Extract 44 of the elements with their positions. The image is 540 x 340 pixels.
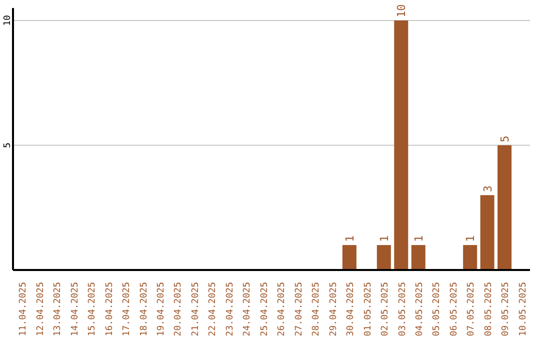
x-tick-label: 24.04.2025	[242, 282, 253, 336]
x-tick-label: 26.04.2025	[277, 282, 288, 336]
data-label: 1	[412, 235, 426, 242]
bar	[411, 245, 426, 270]
x-tick-label: 16.04.2025	[104, 282, 115, 336]
x-tick-label: 08.05.2025	[484, 282, 494, 336]
x-tick-label: 01.05.2025	[363, 282, 374, 336]
x-tick-label: 10.05.2025	[518, 282, 528, 336]
x-tick-label: 14.04.2025	[70, 282, 80, 336]
x-tick-label: 05.05.2025	[432, 282, 442, 336]
bar	[394, 20, 408, 270]
x-tick-label: 21.04.2025	[190, 282, 201, 336]
x-tick-label: 17.04.2025	[122, 282, 132, 336]
data-label: 10	[395, 4, 408, 18]
data-label: 1	[343, 235, 356, 242]
x-tick-label: 20.04.2025	[174, 282, 184, 336]
x-tick-label: 28.04.2025	[312, 282, 322, 336]
data-label: 5	[498, 136, 512, 142]
x-tick-label: 06.05.2025	[449, 282, 460, 336]
x-tick-label: 09.05.2025	[501, 282, 512, 336]
x-tick-label: 03.05.2025	[398, 282, 408, 336]
data-label: 1	[378, 235, 391, 242]
x-tick-label: 11.04.2025	[18, 282, 29, 336]
data-label: 1	[464, 235, 478, 242]
data-label: 3	[481, 186, 494, 192]
bar	[463, 245, 478, 270]
bar	[376, 245, 391, 270]
x-tick-label: 18.04.2025	[139, 282, 150, 336]
x-tick-label: 07.05.2025	[466, 282, 477, 336]
x-tick-label: 12.04.2025	[36, 282, 46, 336]
x-tick-label: 15.04.2025	[88, 282, 98, 336]
bar	[480, 195, 494, 270]
x-tick-label: 04.05.2025	[414, 282, 425, 336]
x-tick-label: 30.04.2025	[346, 282, 356, 336]
bar	[498, 145, 512, 270]
x-tick-label: 25.04.2025	[260, 282, 270, 336]
x-tick-label: 29.04.2025	[328, 282, 339, 336]
x-tick-label: 23.04.2025	[225, 282, 236, 336]
x-tick-label: 27.04.2025	[294, 282, 304, 336]
x-tick-label: 22.04.2025	[208, 282, 218, 336]
x-tick-label: 19.04.2025	[156, 282, 166, 336]
bar	[342, 245, 356, 270]
x-tick-label: 13.04.2025	[53, 282, 64, 336]
x-tick-label: 02.05.2025	[380, 282, 391, 336]
